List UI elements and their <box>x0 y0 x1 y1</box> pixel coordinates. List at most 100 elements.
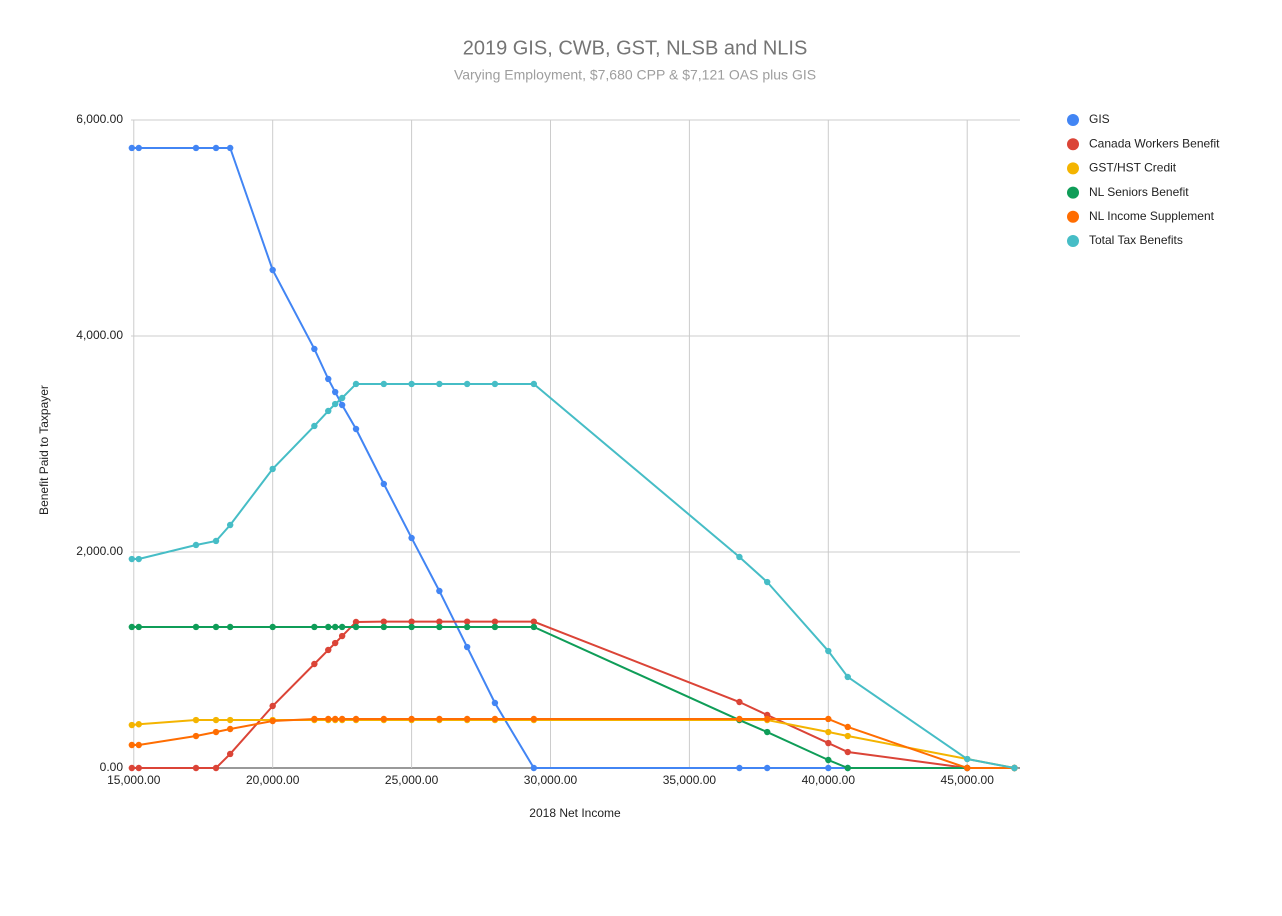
x-tick-label: 45,000.00 <box>941 773 995 787</box>
data-point <box>226 725 234 733</box>
data-point <box>408 715 415 723</box>
data-point <box>491 380 499 388</box>
data-point <box>763 728 771 736</box>
data-point <box>463 380 471 388</box>
data-point <box>269 702 276 710</box>
data-point <box>269 717 276 725</box>
data-point <box>436 587 443 595</box>
data-point <box>192 623 200 631</box>
data-point <box>736 715 743 723</box>
y-tick-label: 2,000.00 <box>76 544 123 558</box>
data-point <box>135 555 142 563</box>
data-point <box>491 699 499 707</box>
data-point <box>212 623 220 631</box>
series-line <box>131 620 1015 769</box>
series-line <box>131 382 1015 769</box>
data-point <box>135 144 142 152</box>
data-point <box>436 380 443 388</box>
chart-title: 2019 GIS, CWB, GST, NLSB and NLIS <box>463 37 808 59</box>
data-point <box>338 623 346 631</box>
data-point <box>135 623 142 631</box>
data-point <box>736 698 743 706</box>
data-point <box>352 618 360 626</box>
legend-label: Total Tax Benefits <box>1089 233 1183 247</box>
data-point <box>226 144 234 152</box>
data-point <box>530 618 538 625</box>
legend-label: NL Seniors Benefit <box>1089 185 1189 199</box>
x-tick-label: 15,000.00 <box>107 773 161 787</box>
data-point <box>436 623 443 631</box>
data-point <box>325 646 332 654</box>
data-point <box>135 741 142 749</box>
data-point <box>463 643 471 651</box>
x-tick-label: 40,000.00 <box>802 773 856 787</box>
data-point <box>128 721 136 729</box>
data-point <box>964 755 971 763</box>
data-point <box>436 618 443 625</box>
legend-label: GST/HST Credit <box>1089 161 1177 175</box>
series-line <box>131 625 1015 769</box>
data-point <box>380 623 388 631</box>
data-point <box>135 764 142 772</box>
series-line <box>131 146 1015 769</box>
data-point <box>352 380 360 388</box>
data-point <box>212 764 220 772</box>
data-point <box>763 715 771 723</box>
legend-marker <box>1067 162 1079 175</box>
data-point <box>844 723 851 731</box>
y-tick-label: 6,000.00 <box>76 112 123 126</box>
data-point <box>380 618 388 625</box>
data-point <box>325 375 332 383</box>
data-point <box>763 578 771 586</box>
data-point <box>408 623 415 631</box>
data-point <box>736 764 743 772</box>
y-tick-label: 0.00 <box>100 760 124 774</box>
data-point <box>325 623 332 631</box>
data-point <box>212 716 220 724</box>
data-point <box>1011 764 1018 772</box>
series-line <box>131 719 1015 769</box>
data-point <box>311 623 318 631</box>
data-point <box>311 660 318 668</box>
x-tick-label: 25,000.00 <box>385 773 439 787</box>
data-point <box>380 380 388 388</box>
data-point <box>491 618 499 625</box>
legend-marker <box>1067 186 1079 199</box>
data-point <box>226 623 234 631</box>
data-point <box>964 764 971 772</box>
data-point <box>530 764 538 772</box>
data-point <box>463 623 471 631</box>
data-point <box>338 715 346 723</box>
data-point <box>844 673 851 681</box>
data-point <box>736 553 743 561</box>
data-point <box>192 732 200 740</box>
data-point <box>530 380 538 388</box>
legend-marker <box>1067 138 1079 151</box>
chart-subtitle: Varying Employment, $7,680 CPP & $7,121 … <box>454 67 816 83</box>
x-axis-title: 2018 Net Income <box>529 806 621 820</box>
data-point <box>269 266 276 274</box>
legend-label: NL Income Supplement <box>1089 209 1215 223</box>
data-point <box>212 728 220 736</box>
data-point <box>844 764 851 772</box>
data-point <box>311 715 318 723</box>
data-point <box>311 422 318 430</box>
data-point <box>192 144 200 152</box>
data-point <box>491 715 499 723</box>
data-point <box>331 400 339 408</box>
data-point <box>331 623 339 631</box>
data-point <box>331 715 339 723</box>
data-point <box>530 715 538 723</box>
data-point <box>825 739 832 747</box>
data-point <box>436 715 443 723</box>
data-point <box>311 345 318 353</box>
data-point <box>825 715 832 723</box>
legend-marker <box>1067 210 1079 223</box>
data-point <box>338 394 346 402</box>
data-point <box>226 521 234 529</box>
data-point <box>825 764 832 772</box>
data-point <box>269 623 276 631</box>
data-point <box>128 741 136 749</box>
data-point <box>338 401 346 409</box>
